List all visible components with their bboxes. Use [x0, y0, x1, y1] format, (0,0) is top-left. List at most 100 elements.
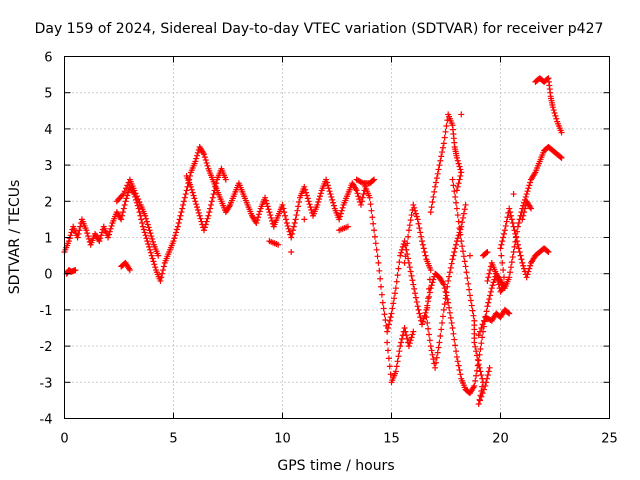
- data-point: [448, 260, 455, 267]
- data-point: [378, 283, 385, 290]
- data-point: [203, 159, 210, 166]
- data-point: [419, 238, 426, 245]
- data-point: [458, 169, 465, 176]
- data-point: [426, 276, 433, 283]
- data-point: [441, 301, 448, 308]
- data-point: [285, 225, 292, 232]
- data-point: [442, 288, 449, 295]
- data-point: [495, 281, 502, 288]
- data-point: [108, 222, 115, 229]
- data-point: [457, 172, 464, 179]
- data-point: [453, 348, 460, 355]
- data-point: [428, 347, 435, 354]
- data-point: [178, 209, 185, 216]
- data-point: [415, 220, 422, 227]
- data-point: [193, 201, 200, 208]
- data-point: [119, 209, 126, 216]
- data-point: [146, 246, 153, 253]
- data-point: [296, 199, 303, 206]
- data-point: [369, 214, 376, 221]
- data-point: [507, 264, 514, 271]
- data-point: [454, 235, 461, 242]
- data-point: [419, 241, 426, 248]
- data-point: [142, 232, 149, 239]
- data-point: [487, 267, 494, 274]
- data-point: [289, 230, 296, 237]
- data-point: [143, 235, 150, 242]
- data-point: [387, 371, 394, 378]
- data-points: [61, 75, 565, 408]
- data-point: [323, 176, 330, 183]
- data-point: [307, 204, 314, 211]
- data-point: [479, 334, 486, 341]
- data-point: [445, 277, 452, 284]
- data-point: [329, 196, 336, 203]
- data-point: [455, 362, 462, 369]
- data-point: [304, 195, 311, 202]
- data-point: [403, 246, 410, 253]
- data-point: [470, 312, 477, 319]
- data-point: [145, 241, 152, 248]
- data-point: [427, 267, 434, 274]
- data-point: [459, 243, 466, 250]
- data-point: [453, 353, 460, 360]
- data-point: [456, 225, 463, 232]
- data-point: [453, 154, 460, 161]
- data-point: [431, 188, 438, 195]
- data-point: [557, 154, 564, 161]
- data-point: [336, 216, 343, 223]
- data-point: [68, 229, 75, 236]
- data-point: [408, 334, 415, 341]
- data-point: [525, 185, 532, 192]
- data-point: [173, 229, 180, 236]
- data-point: [485, 274, 492, 281]
- data-point: [97, 235, 104, 242]
- data-point: [202, 157, 209, 164]
- data-point: [408, 272, 415, 279]
- data-point: [485, 368, 492, 375]
- data-point: [174, 223, 181, 230]
- data-point: [135, 196, 142, 203]
- data-point: [435, 344, 442, 351]
- data-point: [387, 314, 394, 321]
- data-point: [429, 351, 436, 358]
- data-point: [506, 274, 513, 281]
- data-point: [76, 227, 83, 234]
- data-point: [490, 279, 497, 286]
- data-point: [447, 264, 454, 271]
- data-point: [446, 273, 453, 280]
- data-point: [453, 241, 460, 248]
- data-point: [479, 321, 486, 328]
- data-point: [466, 286, 473, 293]
- data-point: [454, 157, 461, 164]
- data-point: [507, 209, 514, 216]
- data-point: [438, 326, 445, 333]
- data-point: [172, 232, 179, 239]
- data-point: [308, 206, 315, 213]
- data-point: [201, 154, 208, 161]
- data-point: [437, 157, 444, 164]
- data-point: [197, 215, 204, 222]
- data-point: [506, 310, 513, 317]
- data-point: [523, 274, 530, 281]
- data-point: [500, 230, 507, 237]
- data-point: [440, 306, 447, 313]
- data-point: [330, 199, 337, 206]
- data-point: [465, 280, 472, 287]
- data-point: [412, 290, 419, 297]
- data-point: [511, 243, 518, 250]
- data-point: [419, 321, 426, 328]
- data-point: [439, 149, 446, 156]
- data-point: [203, 218, 210, 225]
- data-point: [180, 198, 187, 205]
- data-point: [523, 191, 530, 198]
- data-point: [386, 317, 393, 324]
- data-point: [482, 382, 489, 389]
- data-point: [106, 228, 113, 235]
- y-tick-label: -2: [40, 340, 53, 355]
- data-point: [466, 252, 473, 259]
- data-point: [198, 218, 205, 225]
- data-point: [446, 309, 453, 316]
- data-point: [461, 206, 468, 213]
- data-point: [451, 248, 458, 255]
